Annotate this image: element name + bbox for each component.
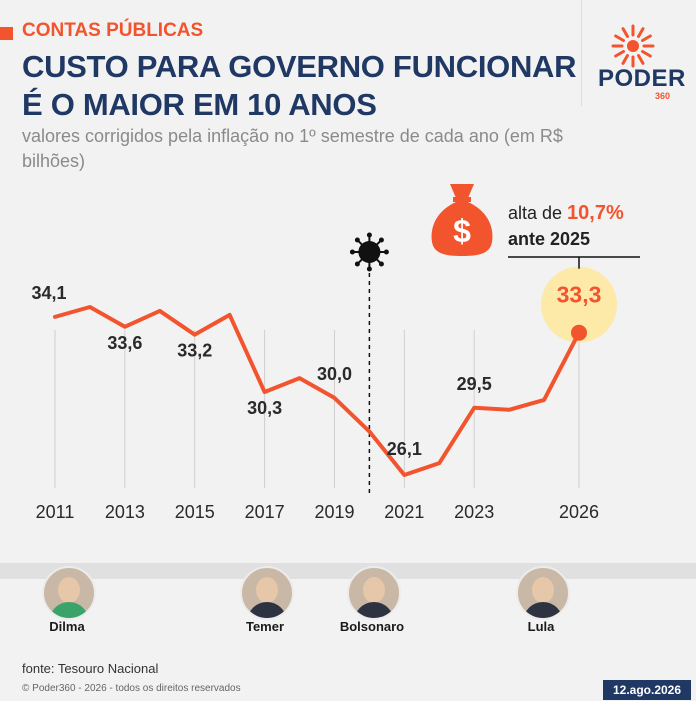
avatar-bolsonaro — [347, 566, 401, 620]
data-label-2011: 34,1 — [31, 283, 66, 303]
logo-ray — [641, 50, 652, 58]
virus-icon — [358, 241, 381, 263]
data-label-2021: 26,1 — [387, 439, 422, 459]
virus-spike-tip — [366, 232, 372, 238]
copyright-text: © Poder360 - 2026 - todos os direitos re… — [22, 683, 241, 694]
avatar-body — [523, 602, 563, 618]
virus-spike-tip — [378, 237, 384, 243]
virus-spike-tip — [378, 261, 384, 267]
avatar-face — [363, 577, 385, 603]
x-tick-2013: 2013 — [105, 502, 145, 522]
logo-ray — [614, 34, 625, 42]
kicker-bar — [0, 27, 13, 40]
avatar-body — [247, 602, 287, 618]
kicker: CONTAS PÚBLICAS — [22, 20, 204, 41]
data-label-2017: 30,3 — [247, 398, 282, 418]
logo-ray — [621, 54, 629, 65]
last-point — [571, 324, 587, 341]
highlight-bubble — [541, 266, 617, 343]
logo-ray — [637, 54, 645, 65]
avatar-body — [49, 602, 89, 618]
data-label-2019: 30,0 — [317, 364, 352, 384]
data-label-2015: 33,2 — [177, 341, 212, 361]
x-tick-2023: 2023 — [454, 502, 494, 522]
president-name: Temer — [245, 619, 285, 634]
series-line — [53, 305, 581, 477]
avatar-body — [354, 602, 394, 618]
x-tick-2017: 2017 — [245, 502, 285, 522]
x-tick-2019: 2019 — [314, 502, 354, 522]
date-badge: 12.ago.2026 — [603, 680, 691, 700]
svg-text:$: $ — [453, 213, 471, 249]
x-tick-2021: 2021 — [384, 502, 424, 522]
annotation-prefix: alta de — [508, 203, 568, 223]
presidents-band — [0, 563, 696, 579]
avatar-face — [256, 577, 278, 603]
page-title: CUSTO PARA GOVERNO FUNCIONAR É O MAIOR E… — [22, 49, 577, 122]
x-tick-2015: 2015 — [175, 502, 215, 522]
virus-spike-tip — [366, 266, 372, 272]
president-name: Lula — [527, 619, 555, 634]
logo-sun-icon — [611, 24, 655, 68]
logo-ray — [641, 34, 652, 42]
virus-spike-tip — [354, 237, 360, 243]
logo-text: PODER — [598, 65, 686, 92]
logo-divider — [581, 0, 582, 106]
virus-spike-tip — [349, 249, 355, 255]
data-label-2023: 29,5 — [457, 374, 492, 394]
source-text: fonte: Tesouro Nacional — [22, 661, 159, 676]
money-bag-icon: $ — [431, 184, 493, 256]
avatar-lula — [516, 566, 570, 620]
x-tick-2011: 2011 — [36, 502, 75, 522]
x-tick-2026: 2026 — [559, 502, 599, 522]
avatar-face — [532, 577, 554, 603]
logo-ray — [637, 27, 645, 38]
subtitle: valores corrigidos pela inflação no 1º s… — [22, 126, 563, 171]
logo-number: 360 — [655, 91, 671, 101]
virus-spike-tip — [354, 261, 360, 267]
annotation-text: alta de 10,7% ante 2025 — [508, 200, 624, 252]
avatar-face — [58, 577, 80, 603]
president-name: Dilma — [49, 619, 85, 634]
virus-spike-tip — [383, 249, 389, 255]
avatar-dilma — [42, 566, 96, 620]
data-label-2026: 33,3 — [557, 282, 602, 308]
annotation-value: 10,7% — [567, 202, 624, 224]
logo-ray — [614, 50, 625, 58]
annotation-suffix: ante 2025 — [508, 229, 591, 249]
data-label-2013: 33,6 — [107, 333, 142, 353]
avatar-temer — [240, 566, 294, 620]
logo-ray — [621, 27, 629, 38]
president-name: Bolsonaro — [339, 619, 405, 634]
